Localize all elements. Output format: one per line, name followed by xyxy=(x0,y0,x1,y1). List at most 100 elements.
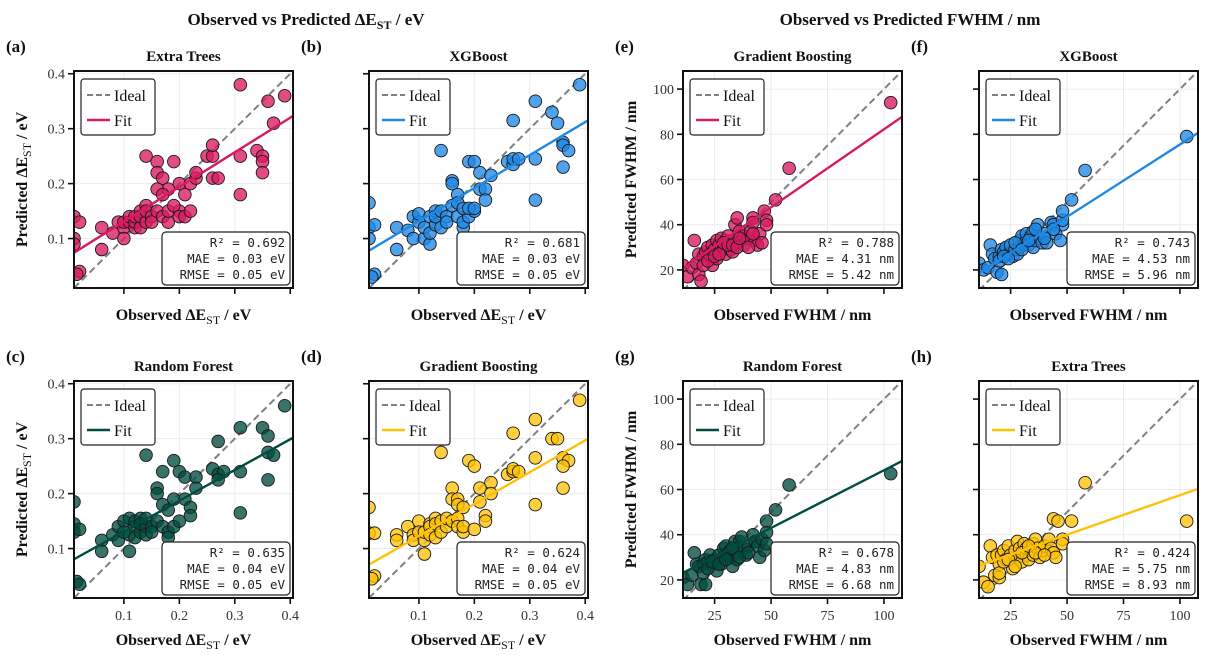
data-point xyxy=(467,154,482,169)
panel-letter: (c) xyxy=(6,347,25,366)
data-point xyxy=(434,445,448,460)
data-point xyxy=(183,508,198,523)
legend-ideal-label: Ideal xyxy=(409,88,442,105)
stats-box-frame xyxy=(1066,541,1196,596)
stats-box-frame xyxy=(770,231,900,286)
panel-title: Extra Trees xyxy=(146,49,221,65)
data-point xyxy=(456,519,471,534)
panel-title: XGBoost xyxy=(449,49,507,65)
data-point xyxy=(694,274,708,288)
y-axis-label: Predicted FWHM / nm xyxy=(623,100,640,258)
stat-mae: MAE = 4.31 nm xyxy=(796,251,894,266)
data-point xyxy=(172,514,187,528)
data-point xyxy=(233,77,248,92)
panel-title: XGBoost xyxy=(1059,49,1117,65)
data-point xyxy=(782,161,796,175)
data-point xyxy=(732,231,747,246)
panel-letter: (b) xyxy=(301,37,322,56)
stat-mae: MAE = 4.83 nm xyxy=(796,561,894,576)
axes-frame xyxy=(73,70,294,289)
data-point xyxy=(473,481,487,495)
data-point xyxy=(74,237,81,251)
panel-h: 25 50 75 100 Extra Trees (h) Observed FWHM / n… xyxy=(911,347,1199,649)
y-tick-label: 100 xyxy=(653,393,674,408)
legend: Ideal Fit xyxy=(689,388,765,446)
data-point xyxy=(687,546,702,560)
data-point xyxy=(1078,163,1092,178)
data-point xyxy=(1055,204,1070,218)
y-tick-label: 0.1 xyxy=(48,543,66,558)
data-point xyxy=(528,193,543,207)
legend-ideal-label: Ideal xyxy=(114,88,147,105)
data-point xyxy=(687,233,702,248)
data-point xyxy=(755,236,769,250)
fit-line xyxy=(979,131,1198,275)
y-axis-label: Predicted ΔEST / eV xyxy=(14,111,34,247)
suptitle-delta-est: Observed vs Predicted ΔEST / eV xyxy=(187,10,425,32)
data-point xyxy=(698,577,713,592)
data-point xyxy=(183,204,198,218)
data-point xyxy=(144,215,159,229)
data-point xyxy=(261,473,275,487)
y-tick-label: 0.2 xyxy=(48,488,66,503)
data-point xyxy=(167,198,181,213)
y-tick-label: 0.3 xyxy=(48,123,66,138)
data-point xyxy=(74,522,87,537)
x-axis-label: Observed FWHM / nm xyxy=(714,632,872,649)
data-point xyxy=(556,160,570,174)
plot-content xyxy=(369,381,588,598)
y-axis-label: Predicted ΔEST / eV xyxy=(14,421,34,557)
data-point xyxy=(556,459,570,473)
data-point xyxy=(1064,193,1079,207)
fit-line xyxy=(683,115,902,270)
data-point xyxy=(572,77,587,92)
x-tick-label: 0.1 xyxy=(410,609,428,624)
data-point xyxy=(277,88,292,103)
plot-content xyxy=(74,381,293,598)
data-point xyxy=(178,187,192,202)
ideal-line xyxy=(979,71,1198,288)
plot-content xyxy=(979,71,1198,288)
y-tick-label: 80 xyxy=(660,128,674,143)
data-point xyxy=(883,95,898,110)
legend-fit-label: Fit xyxy=(723,423,741,440)
legend-fit-label: Fit xyxy=(1019,113,1037,130)
plot-content xyxy=(683,71,902,288)
y-tick-label: 100 xyxy=(653,83,674,98)
data-point xyxy=(759,217,774,232)
data-point xyxy=(1051,514,1065,528)
fit-line xyxy=(369,119,588,252)
x-tick-label: 0.3 xyxy=(521,609,539,624)
legend-ideal-label: Ideal xyxy=(1019,398,1052,415)
data-point xyxy=(550,116,565,130)
stat-rmse: RMSE = 6.68 nm xyxy=(789,577,894,592)
panels-container: 0.1 0.2 0.3 0.4 Extra Trees (a) Observed ΔEST … xyxy=(6,37,1199,652)
plot-content xyxy=(683,381,902,598)
data-point xyxy=(467,459,482,473)
stat-rmse: RMSE = 8.93 nm xyxy=(1085,577,1190,592)
data-point xyxy=(445,176,459,191)
stat-rmse: RMSE = 0.05 eV xyxy=(180,267,286,282)
data-point xyxy=(994,267,1009,282)
x-tick-label: 100 xyxy=(1169,609,1190,624)
data-point xyxy=(550,431,565,446)
x-tick-label: 0.3 xyxy=(226,609,244,624)
x-tick-label: 0.2 xyxy=(466,609,484,624)
data-point xyxy=(211,434,225,449)
ideal-line xyxy=(683,71,902,288)
data-point xyxy=(94,220,109,235)
data-point xyxy=(167,154,181,169)
data-point xyxy=(467,522,482,537)
x-tick-label: 0.1 xyxy=(115,609,133,624)
data-point xyxy=(572,393,587,407)
y-tick-label: 0.4 xyxy=(48,378,66,393)
y-tick-label: 80 xyxy=(660,438,674,453)
y-tick-label: 40 xyxy=(660,219,674,234)
